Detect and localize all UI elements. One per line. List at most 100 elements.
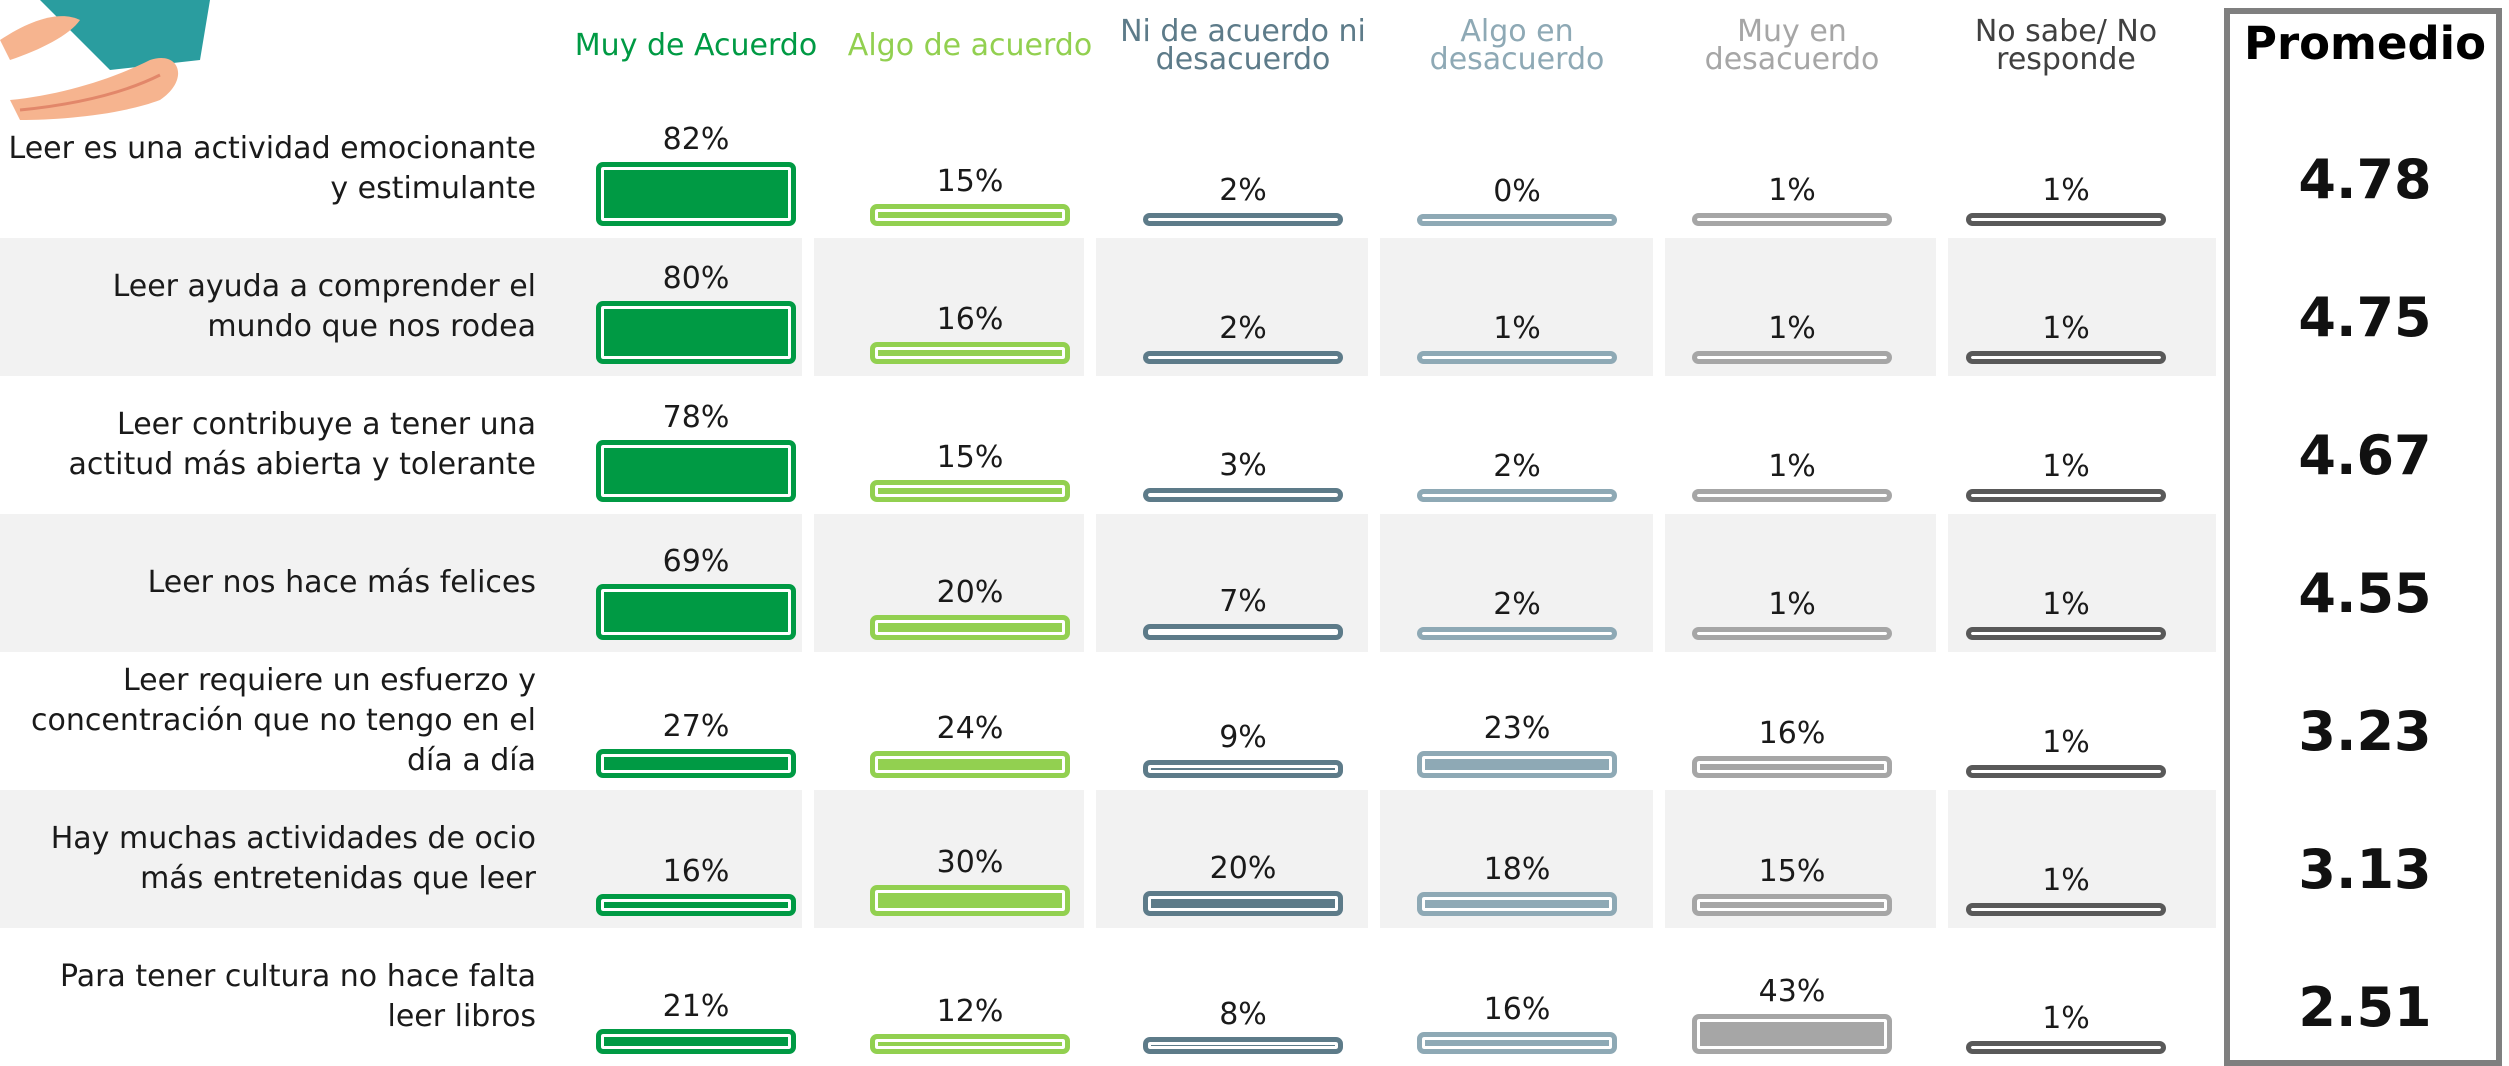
bar xyxy=(1966,1041,2166,1054)
bar xyxy=(1966,903,2166,916)
bar xyxy=(1143,488,1343,502)
bar xyxy=(1966,351,2166,364)
bar xyxy=(1143,1037,1343,1054)
bar xyxy=(1966,627,2166,640)
bar xyxy=(1143,213,1343,226)
average-value: 2.51 xyxy=(2232,938,2498,1066)
value-label: 24% xyxy=(870,711,1070,746)
bar xyxy=(870,885,1070,916)
bar xyxy=(1692,894,1892,916)
row-label: Leer contribuye a tener una actitud más … xyxy=(4,376,536,514)
bar xyxy=(1966,489,2166,502)
bar xyxy=(1417,1032,1617,1054)
value-label: 1% xyxy=(1966,1001,2166,1036)
row-label: Para tener cultura no hace falta leer li… xyxy=(4,928,536,1066)
bar xyxy=(596,894,796,916)
bar xyxy=(1417,892,1617,916)
bar xyxy=(870,342,1070,364)
value-label: 20% xyxy=(870,575,1070,610)
column-header: Muy en desacuerdo xyxy=(1667,6,1917,86)
column-separator xyxy=(1368,100,1380,1066)
column-separator xyxy=(1936,100,1948,1066)
value-label: 82% xyxy=(596,122,796,157)
value-label: 3% xyxy=(1143,448,1343,483)
value-label: 18% xyxy=(1417,852,1617,887)
average-value: 4.75 xyxy=(2232,248,2498,386)
value-label: 20% xyxy=(1143,851,1343,886)
average-value: 3.23 xyxy=(2232,662,2498,800)
value-label: 27% xyxy=(596,709,796,744)
value-label: 1% xyxy=(1966,311,2166,346)
value-label: 43% xyxy=(1692,974,1892,1009)
value-label: 1% xyxy=(1692,173,1892,208)
column-header: Ni de acuerdo ni desacuerdo xyxy=(1118,6,1368,86)
column-separator xyxy=(1084,100,1096,1066)
bar xyxy=(870,615,1070,640)
value-label: 9% xyxy=(1143,720,1343,755)
value-label: 1% xyxy=(1692,449,1892,484)
bar xyxy=(596,301,796,364)
average-value: 4.78 xyxy=(2232,110,2498,248)
column-header: Algo en desacuerdo xyxy=(1392,6,1642,86)
bar xyxy=(1417,627,1617,640)
value-label: 1% xyxy=(1692,311,1892,346)
value-label: 7% xyxy=(1143,584,1343,619)
bar xyxy=(596,749,796,778)
value-label: 1% xyxy=(1417,311,1617,346)
average-value: 3.13 xyxy=(2232,800,2498,938)
bar xyxy=(1143,624,1343,640)
value-label: 15% xyxy=(1692,854,1892,889)
value-label: 1% xyxy=(1966,863,2166,898)
value-label: 1% xyxy=(1692,587,1892,622)
bar xyxy=(1143,760,1343,778)
bar xyxy=(596,162,796,226)
value-label: 1% xyxy=(1966,725,2166,760)
row-label: Leer ayuda a comprender el mundo que nos… xyxy=(4,238,536,376)
bar xyxy=(1143,891,1343,916)
value-label: 80% xyxy=(596,261,796,296)
value-label: 2% xyxy=(1143,311,1343,346)
value-label: 23% xyxy=(1417,711,1617,746)
bar xyxy=(870,480,1070,502)
column-separator xyxy=(802,100,814,1066)
bar xyxy=(596,440,796,502)
bar xyxy=(1417,351,1617,364)
value-label: 69% xyxy=(596,544,796,579)
bar xyxy=(870,204,1070,226)
average-value: 4.67 xyxy=(2232,386,2498,524)
value-label: 15% xyxy=(870,164,1070,199)
value-label: 78% xyxy=(596,400,796,435)
average-title: Promedio xyxy=(2232,4,2498,84)
row-label: Hay muchas actividades de ocio más entre… xyxy=(4,790,536,928)
column-header: No sabe/ No responde xyxy=(1941,6,2191,86)
value-label: 12% xyxy=(870,994,1070,1029)
value-label: 8% xyxy=(1143,997,1343,1032)
bar xyxy=(596,1029,796,1054)
bar xyxy=(1692,756,1892,778)
value-label: 0% xyxy=(1417,174,1617,209)
value-label: 15% xyxy=(870,440,1070,475)
bar xyxy=(1692,489,1892,502)
value-label: 2% xyxy=(1143,173,1343,208)
bar xyxy=(1692,351,1892,364)
bar xyxy=(596,584,796,640)
bar xyxy=(1417,489,1617,502)
value-label: 16% xyxy=(596,854,796,889)
bar xyxy=(1417,214,1617,226)
row-label: Leer nos hace más felices xyxy=(4,514,536,652)
value-label: 21% xyxy=(596,989,796,1024)
value-label: 2% xyxy=(1417,587,1617,622)
bar xyxy=(1966,213,2166,226)
bar xyxy=(1692,1014,1892,1054)
value-label: 30% xyxy=(870,845,1070,880)
value-label: 1% xyxy=(1966,173,2166,208)
page: Promedio Muy de AcuerdoAlgo de acuerdoNi… xyxy=(0,0,2509,1066)
bar xyxy=(870,1034,1070,1054)
value-label: 16% xyxy=(1417,992,1617,1027)
bar xyxy=(1143,351,1343,364)
bar xyxy=(1692,213,1892,226)
bar xyxy=(1417,751,1617,778)
column-header: Muy de Acuerdo xyxy=(571,6,821,86)
bar xyxy=(870,751,1070,778)
value-label: 16% xyxy=(1692,716,1892,751)
